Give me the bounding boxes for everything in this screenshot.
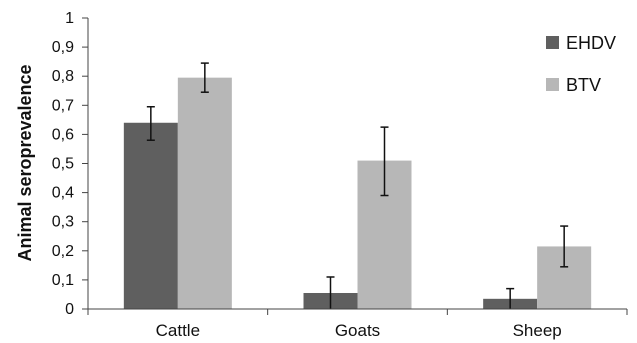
- y-tick-label: 1: [65, 10, 74, 27]
- y-tick-label: 0,9: [52, 39, 74, 56]
- bar-cattle-btv: [177, 77, 232, 309]
- x-tick-label-goats: Goats: [335, 321, 380, 340]
- y-tick-label: 0,2: [52, 243, 74, 260]
- x-tick-label-sheep: Sheep: [513, 321, 562, 340]
- legend-swatch-btv: [546, 78, 559, 91]
- legend-label-btv: BTV: [566, 75, 601, 95]
- legend: EHDV BTV: [546, 33, 616, 95]
- y-tick-label: 0,3: [52, 214, 74, 231]
- y-tick-label: 0,4: [52, 185, 74, 202]
- x-tick-label-cattle: Cattle: [156, 321, 200, 340]
- x-axis-labels: Cattle Goats Sheep: [156, 321, 562, 340]
- y-axis-label: Animal seroprevalence: [15, 64, 35, 261]
- bar-cattle-ehdv: [123, 122, 178, 309]
- y-tick-label: 0,6: [52, 126, 74, 143]
- legend-swatch-ehdv: [546, 36, 559, 49]
- legend-label-ehdv: EHDV: [566, 33, 616, 53]
- y-tick-label: 0,8: [52, 68, 74, 85]
- y-tick-label: 0,1: [52, 272, 74, 289]
- axes-group: [87, 18, 628, 315]
- y-tick-label: 0: [65, 301, 74, 318]
- error-bars-group: [146, 62, 569, 309]
- bars-group: [123, 77, 592, 309]
- y-tick-label: 0,5: [52, 156, 74, 173]
- y-tick-label: 0,7: [52, 97, 74, 114]
- y-axis-ticks: 0 0,1 0,2 0,3 0,4 0,5 0,6 0,7 0,8 0,9 1: [52, 10, 88, 318]
